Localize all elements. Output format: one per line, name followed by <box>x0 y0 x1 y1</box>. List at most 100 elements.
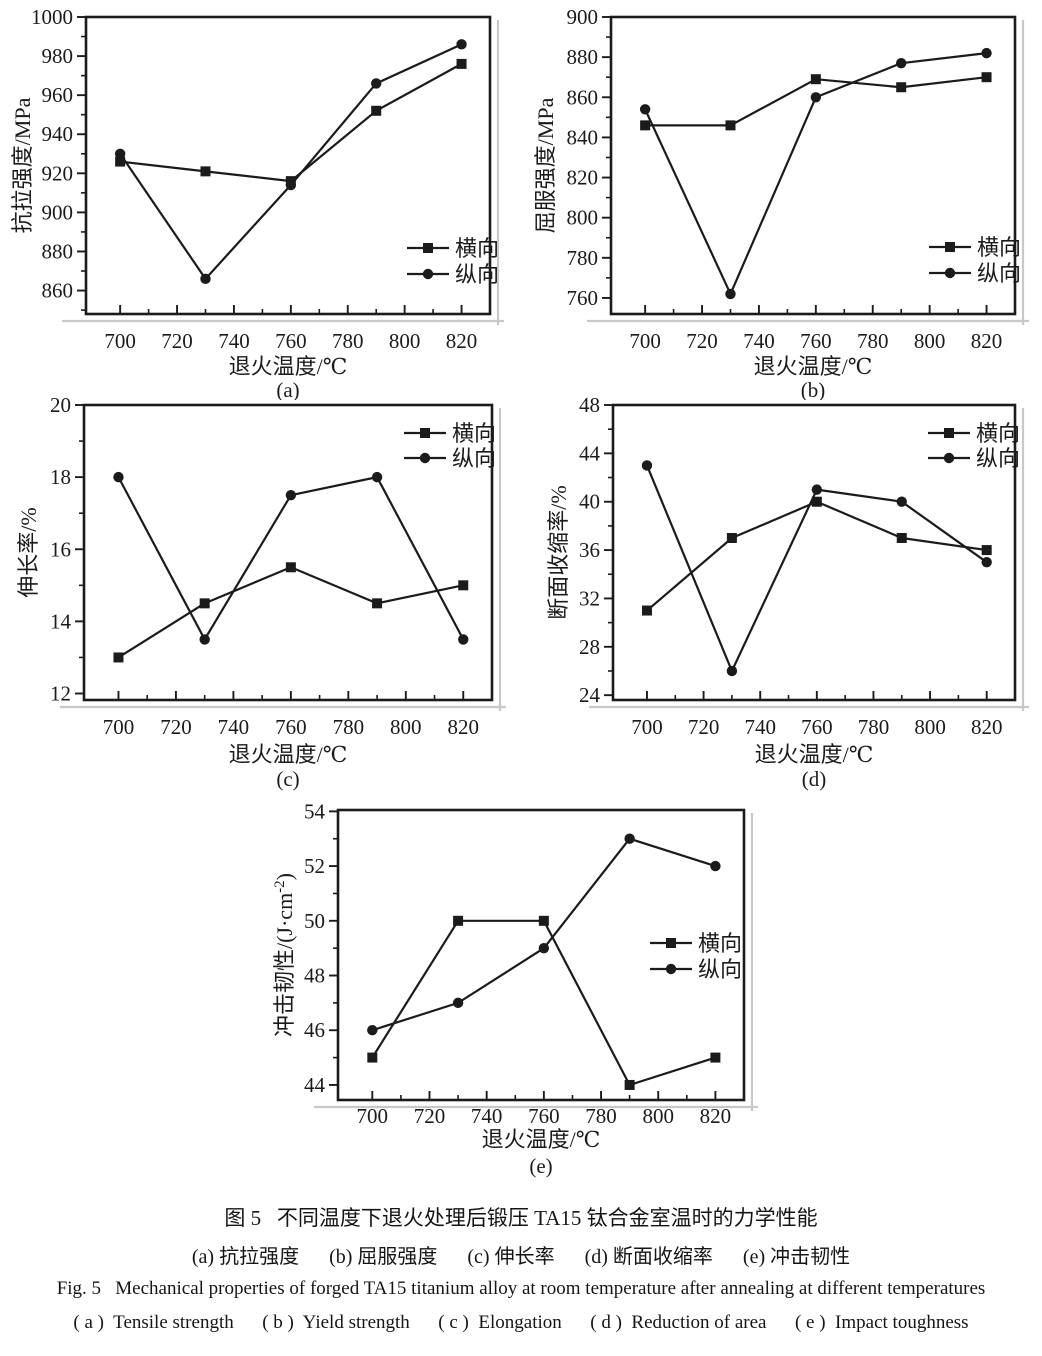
circle-marker <box>422 268 434 280</box>
series-transverse <box>641 496 992 616</box>
chart-d-svg: 700 720 740 760 780 800 820 24 28 32 36 40 44 48 退火温度/… <box>546 393 1029 791</box>
y-tick-label: 24 <box>579 683 601 707</box>
legend-label-transverse: 横向 <box>455 236 499 261</box>
square-marker <box>420 428 430 438</box>
y-tick-label: 800 <box>567 206 599 230</box>
y-tick-label: 1000 <box>31 5 73 29</box>
y-tick-label: 32 <box>579 586 600 610</box>
y-tick-label: 40 <box>579 490 600 514</box>
x-axis: 700 720 740 760 780 800 820 <box>103 691 479 739</box>
subplot-letter: (c) <box>276 767 299 791</box>
caption-zh-subitems: (a) 抗拉强度 (b) 屈服强度 (c) 伸长率 (d) 断面收缩率 (e) … <box>191 1246 851 1268</box>
y-tick-label: 780 <box>567 246 599 270</box>
y-tick-label: 48 <box>304 964 325 988</box>
circle-marker <box>114 148 126 159</box>
square-marker <box>896 532 907 543</box>
x-tick-label: 780 <box>857 329 889 353</box>
subplot-letter: (b) <box>801 378 826 400</box>
circle-marker <box>419 452 431 464</box>
x-tick-label: 760 <box>800 329 832 353</box>
series-transverse <box>113 562 469 663</box>
legend-label-longitudinal: 纵向 <box>452 446 496 471</box>
chart-reduction-of-area: 700 720 740 760 780 800 820 24 28 32 36 40 44 48 退火温度/… <box>521 392 1042 792</box>
caption-zh-title: 图 5 不同温度下退火处理后锻压 TA15 钛合金室温时的力学性能 <box>224 1206 818 1230</box>
series-longitudinal <box>641 460 992 677</box>
x-tick-label: 720 <box>688 715 720 739</box>
series-line <box>117 476 465 641</box>
x-tick-label: 760 <box>528 1104 560 1128</box>
circle-marker <box>641 460 653 471</box>
series-longitudinal <box>114 39 467 285</box>
chart-elongation: 700 720 740 760 780 800 820 12 14 16 18 20 退火温度/℃ 伸长率… <box>0 392 521 792</box>
square-marker <box>372 598 383 609</box>
circle-marker <box>199 634 210 645</box>
series-longitudinal <box>367 833 721 1036</box>
x-tick-label: 720 <box>414 1104 446 1128</box>
series-longitudinal <box>113 471 469 645</box>
square-marker <box>641 605 652 616</box>
y-axis: 860 880 900 920 940 960 980 1000 <box>31 5 86 311</box>
circle-marker <box>981 556 992 568</box>
y-tick-label: 28 <box>579 635 600 659</box>
x-axis: 700 720 740 760 780 800 820 <box>357 1091 731 1128</box>
circle-marker <box>726 665 738 677</box>
series-line <box>646 500 987 612</box>
square-marker <box>456 58 467 69</box>
subplot-letter: (e) <box>529 1154 552 1178</box>
circle-marker <box>113 471 124 483</box>
chart-tensile-strength: 700 720 740 760 780 800 820 860 880 900 920 940 960 9… <box>0 0 521 402</box>
square-marker <box>624 1079 635 1090</box>
x-tick-label: 780 <box>858 715 890 739</box>
circle-marker <box>639 104 651 115</box>
x-tick-label: 700 <box>103 715 135 739</box>
square-marker <box>811 496 822 507</box>
series-longitudinal <box>639 47 992 300</box>
x-tick-label: 720 <box>161 329 193 353</box>
x-tick-label: 720 <box>160 715 192 739</box>
legend-label-longitudinal: 纵向 <box>977 261 1021 286</box>
square-marker <box>458 580 469 591</box>
chart-a-svg: 700 720 740 760 780 800 820 860 880 900 920 940 960 9… <box>10 5 504 402</box>
y-tick-label: 840 <box>567 125 599 149</box>
circle-marker <box>665 963 677 975</box>
y-tick-label: 12 <box>50 682 71 706</box>
chart-impact-toughness: 700 720 740 760 780 800 820 44 46 48 50 52 54 退火温度/℃ 冲… <box>250 792 771 1192</box>
chart-e-svg: 700 720 740 760 780 800 820 44 46 48 50 52 54 退火温度/℃ 冲… <box>272 799 758 1178</box>
legend-label-transverse: 横向 <box>698 931 742 956</box>
x-axis-label: 退火温度/℃ <box>229 742 348 767</box>
circle-marker <box>200 273 211 285</box>
plot-frame <box>336 808 746 1102</box>
y-axis-label: 抗拉强度/MPa <box>10 97 35 233</box>
y-tick-label: 880 <box>567 45 599 69</box>
y-axis: 760 780 800 820 840 860 880 900 <box>567 5 611 310</box>
y-axis: 12 14 16 18 20 <box>50 393 84 706</box>
circle-marker <box>371 471 383 483</box>
y-axis: 44 46 48 50 52 54 <box>304 799 338 1097</box>
y-tick-label: 54 <box>304 799 326 823</box>
x-tick-label: 740 <box>218 715 250 739</box>
x-axis: 700 720 740 760 780 800 820 <box>629 305 1002 353</box>
x-axis-label: 退火温度/℃ <box>482 1127 601 1152</box>
x-axis: 700 720 740 760 780 800 820 <box>631 691 1002 739</box>
x-tick-label: 700 <box>629 329 661 353</box>
legend-label-transverse: 横向 <box>452 421 496 446</box>
square-marker <box>371 105 382 116</box>
x-tick-label: 820 <box>448 715 480 739</box>
legend-label-transverse: 横向 <box>976 421 1020 446</box>
square-marker <box>453 915 464 926</box>
square-marker <box>981 72 992 83</box>
series-line <box>119 43 463 280</box>
x-tick-label: 780 <box>333 715 365 739</box>
circle-marker <box>538 942 550 954</box>
y-tick-label: 900 <box>567 5 599 29</box>
y-tick-label: 860 <box>42 279 74 303</box>
square-marker <box>199 598 210 609</box>
x-axis: 700 720 740 760 780 800 820 <box>104 305 477 353</box>
y-axis-label: 屈服强度/MPa <box>533 97 558 233</box>
y-axis-label: 断面收缩率/% <box>546 485 571 619</box>
y-tick-label: 820 <box>567 166 599 190</box>
circle-marker <box>458 634 469 645</box>
circle-marker <box>895 57 907 69</box>
